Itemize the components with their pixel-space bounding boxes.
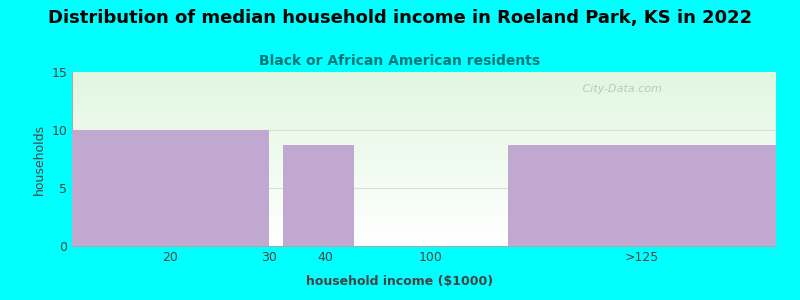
Text: Distribution of median household income in Roeland Park, KS in 2022: Distribution of median household income … [48,9,752,27]
Text: Black or African American residents: Black or African American residents [259,54,541,68]
Text: household income ($1000): household income ($1000) [306,275,494,288]
Bar [509,145,776,246]
Text: City-Data.com: City-Data.com [579,84,662,94]
Bar [283,145,354,246]
Y-axis label: households: households [33,123,46,195]
Bar [72,130,269,246]
